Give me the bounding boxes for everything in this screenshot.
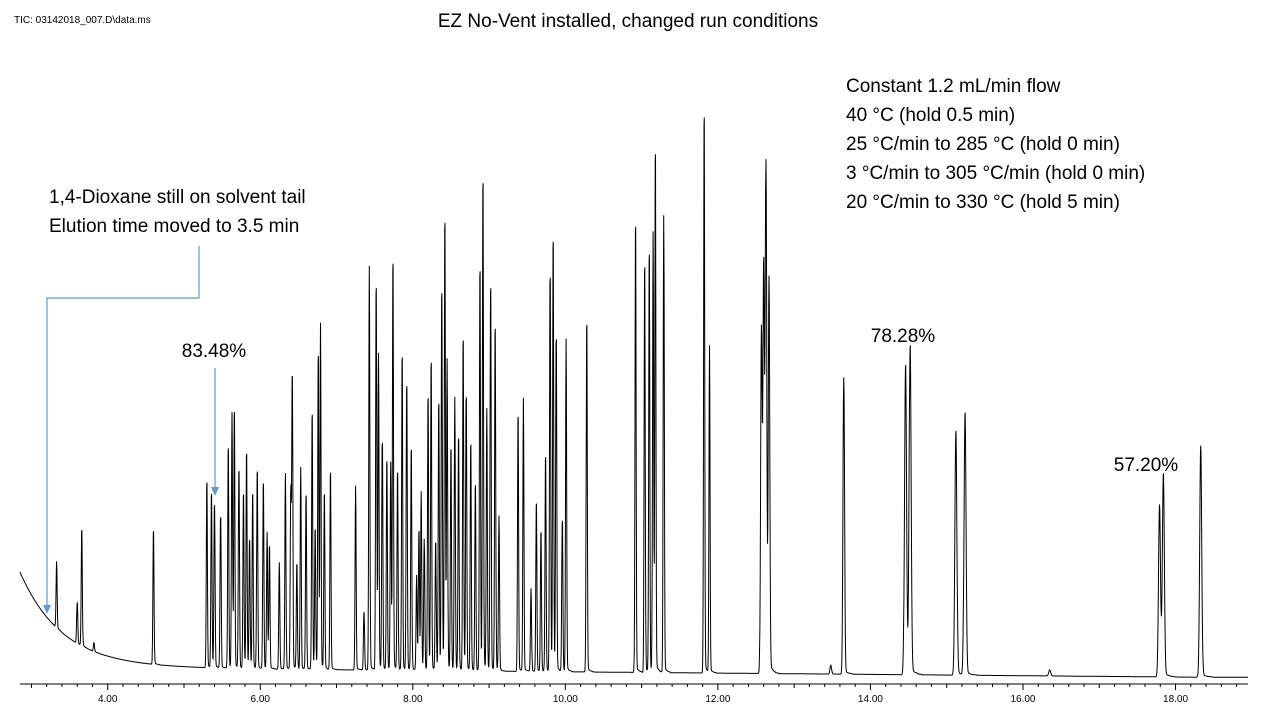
condition-line-flow: Constant 1.2 mL/min flow [846,76,1061,97]
dioxane-note-line1: 1,4-Dioxane still on solvent tail [49,187,306,208]
percent-arrow-head [211,487,219,496]
condition-line-initial: 40 °C (hold 0.5 min) [846,105,1015,126]
x-tick-label: 10.00 [553,694,578,705]
x-tick-label: 14.00 [858,694,883,705]
file-label: TIC: 03142018_007.D\data.ms [14,15,151,26]
trace-layer [19,117,1248,678]
x-tick-label: 8.00 [403,694,423,705]
x-tick-label: 18.00 [1163,694,1188,705]
x-tick-label: 12.00 [705,694,730,705]
dioxane-arrow-line [46,246,200,606]
condition-line-ramp1: 25 °C/min to 285 °C (hold 0 min) [846,134,1120,155]
percent-label-1: 83.48% [182,341,247,362]
percent-label-2: 78.28% [871,326,936,347]
percent-label-3: 57.20% [1114,455,1179,476]
condition-line-ramp2: 3 °C/min to 305 °C/min (hold 0 min) [846,163,1145,184]
x-axis: 4.00 6.00 8.00 10.00 12.00 14.00 16.00 18.00 [20,683,1248,705]
x-tick-label: 4.00 [98,694,118,705]
chart-title: EZ No-Vent installed, changed run condit… [438,11,818,32]
x-tick-label: 16.00 [1010,694,1035,705]
dioxane-arrow-head [43,605,51,614]
condition-line-ramp3: 20 °C/min to 330 °C (hold 5 min) [846,192,1120,213]
dioxane-note-line2: Elution time moved to 3.5 min [49,216,299,237]
conditions-block: Constant 1.2 mL/min flow 40 °C (hold 0.5… [846,76,1145,213]
tic-trace-line [19,117,1248,678]
dioxane-note: 1,4-Dioxane still on solvent tail Elutio… [49,187,306,237]
x-tick-label: 6.00 [251,694,271,705]
